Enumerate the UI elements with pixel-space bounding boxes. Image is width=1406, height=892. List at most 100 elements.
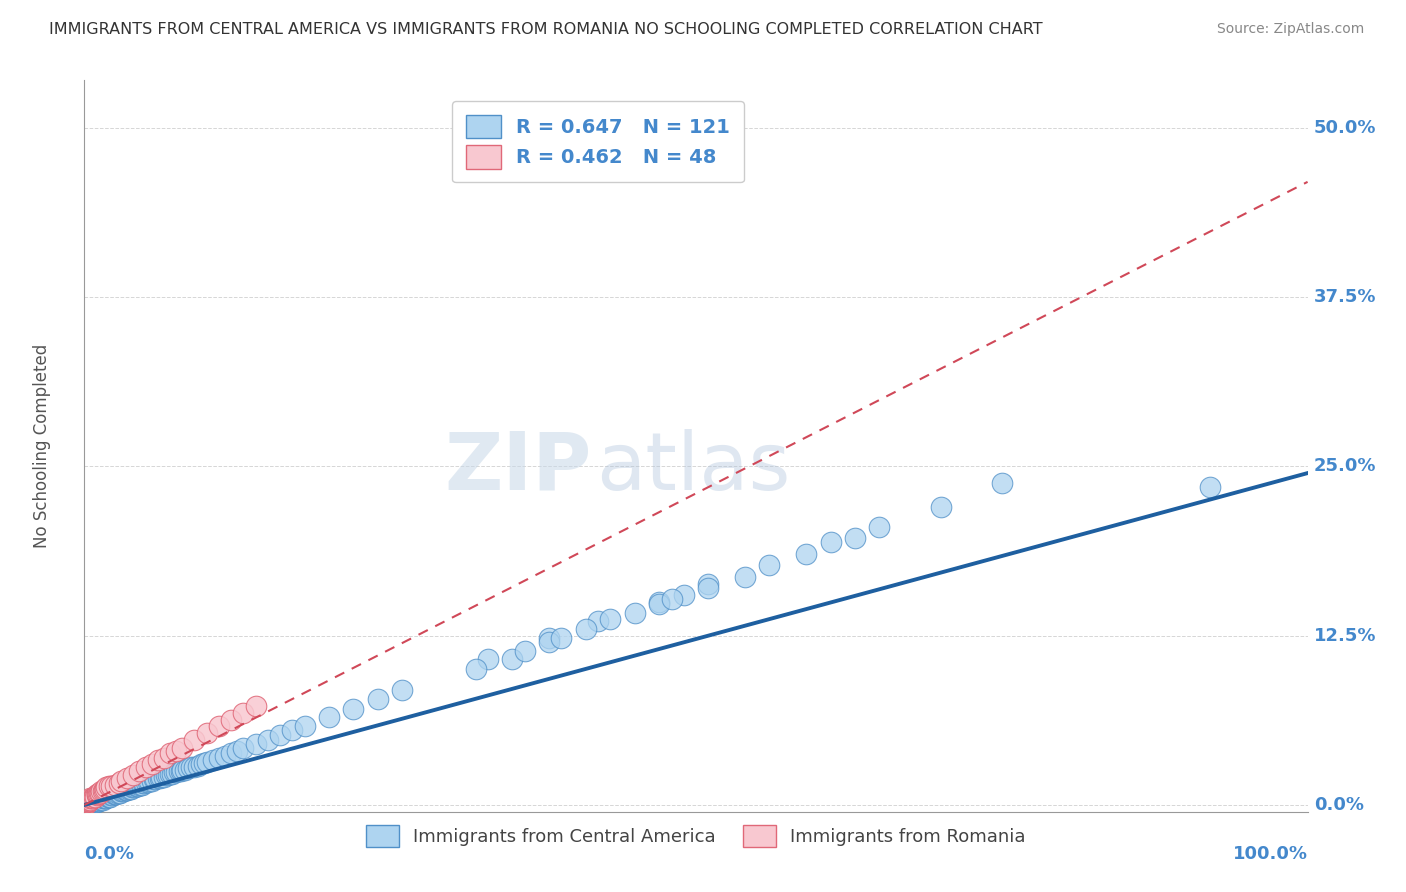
- Point: [75, 795, 97, 809]
- Point: [165, 744, 187, 758]
- Point: [155, 768, 177, 782]
- Point: [183, 760, 205, 774]
- Point: [586, 614, 609, 628]
- Point: [80, 797, 103, 811]
- Point: [214, 749, 236, 764]
- Point: [193, 756, 215, 770]
- Point: [153, 770, 176, 784]
- Point: [100, 779, 122, 793]
- Point: [100, 789, 122, 803]
- Point: [77, 792, 100, 806]
- Point: [143, 772, 166, 787]
- Text: 25.0%: 25.0%: [1313, 458, 1376, 475]
- Point: [929, 500, 952, 514]
- Point: [114, 783, 136, 797]
- Point: [138, 773, 160, 788]
- Text: 0.0%: 0.0%: [84, 845, 135, 863]
- Point: [87, 794, 110, 808]
- Point: [159, 747, 181, 761]
- Point: [107, 776, 129, 790]
- Point: [91, 792, 114, 806]
- Point: [187, 758, 209, 772]
- Point: [869, 520, 891, 534]
- Point: [80, 791, 103, 805]
- Text: ZIP: ZIP: [444, 429, 592, 507]
- Point: [150, 770, 173, 784]
- Point: [226, 744, 249, 758]
- Point: [134, 776, 156, 790]
- Point: [76, 797, 98, 811]
- Point: [129, 778, 152, 792]
- Point: [245, 699, 267, 714]
- Point: [177, 761, 200, 775]
- Point: [167, 764, 190, 778]
- Point: [86, 794, 108, 808]
- Point: [111, 784, 134, 798]
- Point: [82, 791, 104, 805]
- Point: [991, 475, 1014, 490]
- Point: [110, 784, 132, 798]
- Point: [538, 635, 561, 649]
- Point: [245, 737, 267, 751]
- Point: [391, 682, 413, 697]
- Point: [599, 612, 621, 626]
- Point: [94, 781, 117, 796]
- Text: 0.0%: 0.0%: [1313, 796, 1364, 814]
- Point: [141, 757, 163, 772]
- Point: [550, 632, 572, 646]
- Point: [91, 784, 114, 798]
- Point: [172, 763, 194, 777]
- Point: [136, 775, 159, 789]
- Text: No Schooling Completed: No Schooling Completed: [32, 344, 51, 548]
- Point: [84, 795, 107, 809]
- Point: [697, 581, 720, 595]
- Text: 100.0%: 100.0%: [1233, 845, 1308, 863]
- Point: [122, 780, 145, 795]
- Point: [697, 577, 720, 591]
- Point: [180, 760, 202, 774]
- Point: [135, 760, 157, 774]
- Point: [131, 778, 153, 792]
- Point: [281, 723, 304, 738]
- Point: [117, 781, 139, 796]
- Legend: Immigrants from Central America, Immigrants from Romania: Immigrants from Central America, Immigra…: [356, 814, 1036, 857]
- Point: [89, 792, 111, 806]
- Text: 50.0%: 50.0%: [1313, 119, 1376, 136]
- Text: Source: ZipAtlas.com: Source: ZipAtlas.com: [1216, 22, 1364, 37]
- Text: 37.5%: 37.5%: [1313, 288, 1376, 306]
- Point: [77, 794, 100, 808]
- Point: [232, 741, 254, 756]
- Point: [104, 787, 127, 801]
- Point: [76, 795, 98, 809]
- Point: [477, 651, 499, 665]
- Point: [87, 787, 110, 801]
- Point: [195, 755, 218, 769]
- Point: [170, 764, 193, 778]
- Point: [103, 787, 125, 801]
- Point: [110, 773, 132, 788]
- Point: [135, 775, 157, 789]
- Text: IMMIGRANTS FROM CENTRAL AMERICA VS IMMIGRANTS FROM ROMANIA NO SCHOOLING COMPLETE: IMMIGRANTS FROM CENTRAL AMERICA VS IMMIG…: [49, 22, 1043, 37]
- Point: [342, 702, 364, 716]
- Point: [79, 792, 101, 806]
- Point: [76, 795, 98, 809]
- Point: [195, 726, 218, 740]
- Point: [159, 766, 181, 780]
- Point: [91, 791, 114, 805]
- Point: [90, 784, 112, 798]
- Point: [820, 535, 842, 549]
- Point: [146, 771, 169, 785]
- Point: [104, 778, 127, 792]
- Point: [79, 795, 101, 809]
- Point: [112, 784, 135, 798]
- Point: [75, 797, 97, 811]
- Point: [128, 778, 150, 792]
- Point: [146, 753, 169, 767]
- Point: [172, 741, 194, 756]
- Point: [141, 773, 163, 788]
- Point: [257, 733, 280, 747]
- Point: [83, 794, 105, 808]
- Point: [173, 763, 195, 777]
- Point: [232, 706, 254, 720]
- Point: [79, 791, 101, 805]
